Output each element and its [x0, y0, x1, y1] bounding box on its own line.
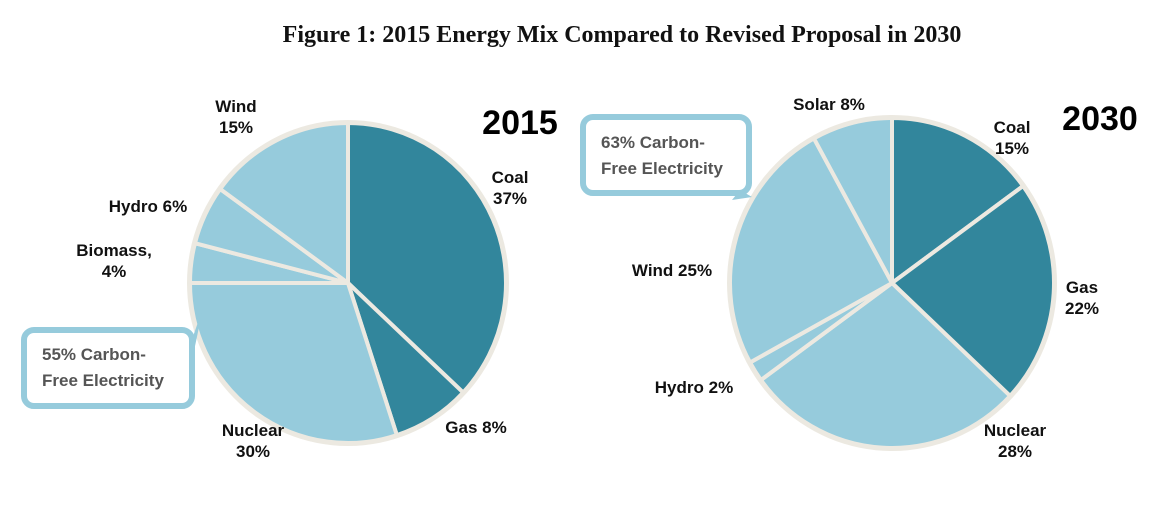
callout-text: 55% Carbon- — [42, 345, 146, 364]
slice-label-coal: Coal 15% — [994, 118, 1031, 158]
callout-text: Free Electricity — [42, 371, 164, 390]
callout-text: 63% Carbon- — [601, 133, 705, 152]
chart-year-title: 2030 — [1062, 100, 1138, 138]
pie-slice-gas — [890, 184, 1056, 398]
slice-label-hydro: Hydro 2% — [655, 378, 733, 397]
pie-slice-nuclear — [188, 281, 399, 445]
slice-label-nuclear: Nuclear 30% — [222, 421, 285, 461]
pie-slice-wind — [218, 121, 350, 285]
pie-slice-wind — [728, 136, 894, 365]
slice-label-wind: Wind 25% — [632, 261, 712, 280]
carbon-free-callout: 55% Carbon- Free Electricity — [21, 308, 203, 409]
slice-label-biomass: Biomass, 4% — [76, 241, 152, 281]
chart-year-title: 2015 — [482, 104, 558, 142]
pie-slice-solar — [811, 116, 894, 285]
slice-label-gas: Gas 22% — [1065, 278, 1099, 318]
pie-chart-2015: Coal 37% Gas 8% Nuclear 30% Biomass, 4% Hydro 6… — [21, 97, 558, 461]
pie-slice-coal — [890, 116, 1026, 285]
pie-slice-nuclear — [758, 281, 1013, 450]
slice-label-wind: Wind 15% — [215, 97, 256, 137]
slice-label-nuclear: Nuclear 28% — [984, 421, 1047, 461]
carbon-free-callout: 63% Carbon- Free Electricity — [580, 114, 752, 200]
slice-label-gas: Gas 8% — [445, 418, 506, 437]
slice-label-solar: Solar 8% — [793, 95, 865, 114]
slice-label-hydro: Hydro 6% — [109, 197, 187, 216]
slice-label-coal: Coal 37% — [492, 168, 529, 208]
callout-text: Free Electricity — [601, 159, 723, 178]
pie-chart-2030: Coal 15% Gas 22% Nuclear 28% Hydro 2% Wind 25% S… — [580, 95, 1138, 461]
pie-slice-coal — [346, 121, 508, 395]
figure-title: Figure 1: 2015 Energy Mix Compared to Re… — [282, 22, 962, 48]
